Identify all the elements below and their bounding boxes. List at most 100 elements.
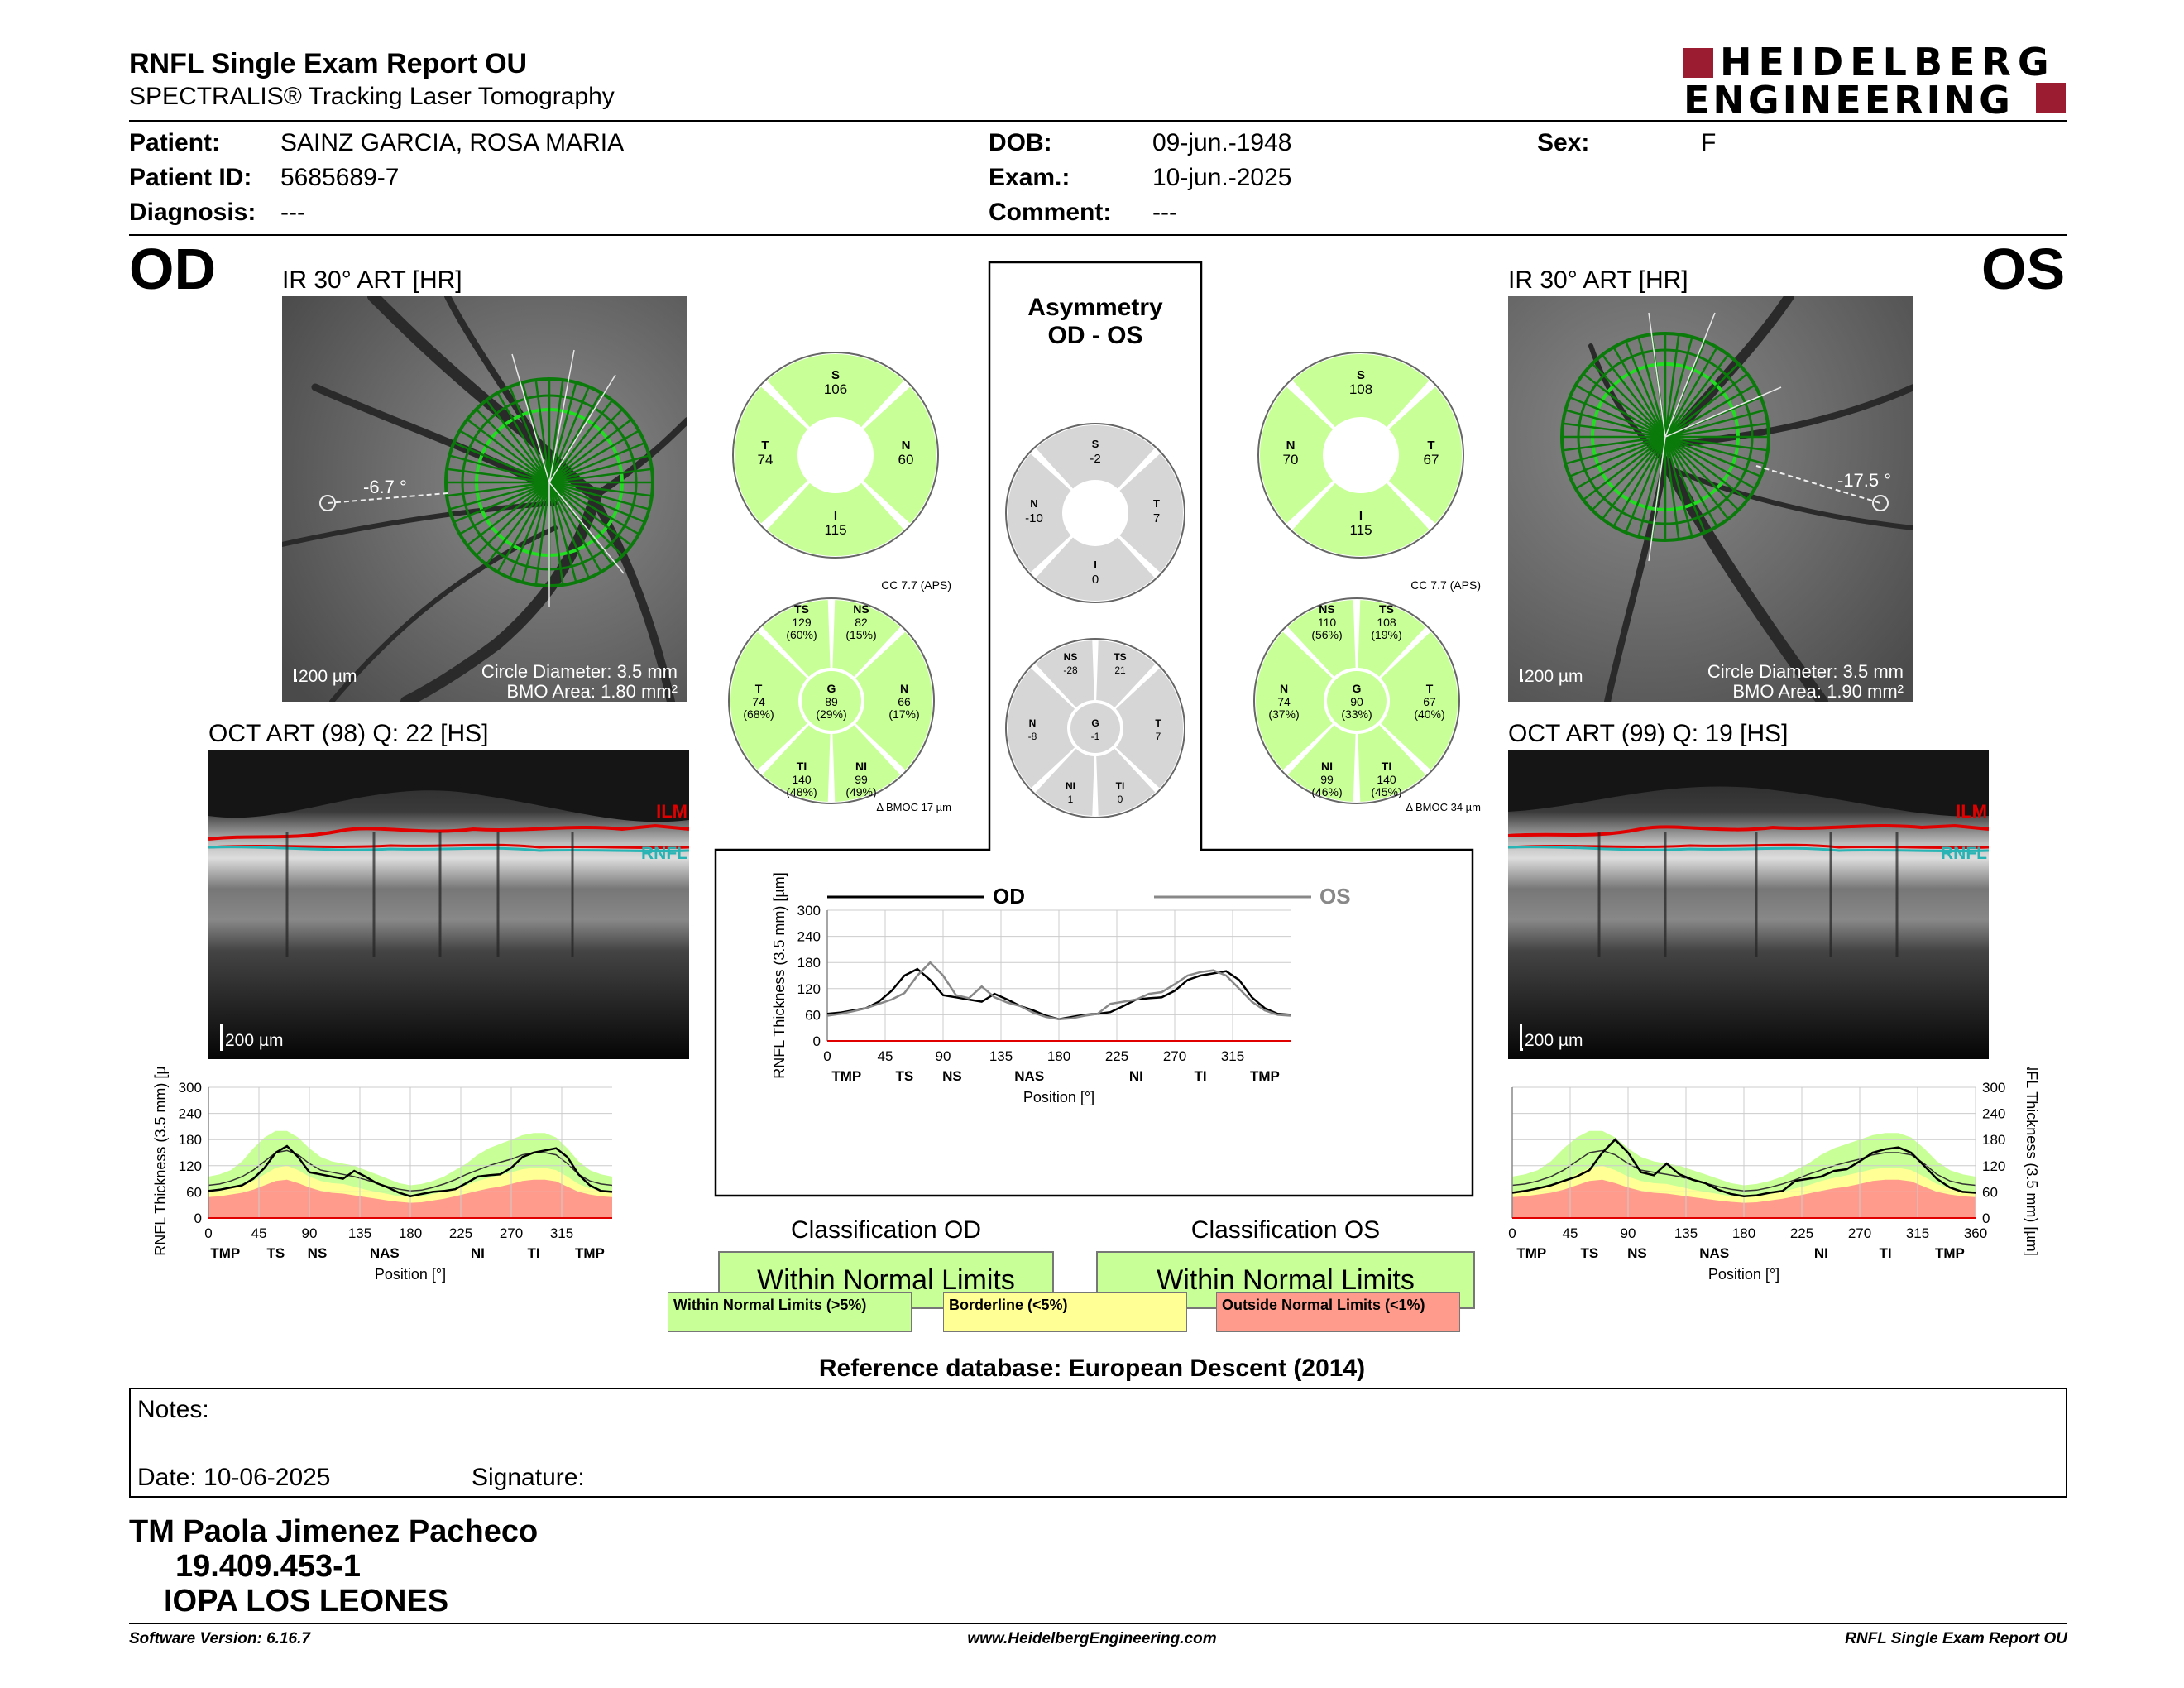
os-sector-value-ts: (19%): [1371, 628, 1401, 641]
asym-sector-sector: [1115, 668, 1183, 789]
os-sector-label-n: N: [1280, 682, 1288, 695]
od-circle-diameter: Circle Diameter: 3.5 mm: [481, 661, 678, 682]
y-axis-title: RNFL Thickness (3.5 mm) [µm]: [152, 1067, 169, 1256]
x-tick-label: 225: [1105, 1048, 1128, 1064]
os-oct-scalebar: 200 µm: [1520, 1024, 1583, 1051]
y-tick-label: 0: [194, 1211, 202, 1226]
y-tick-label: 0: [1982, 1211, 1990, 1226]
od-oct-scalebar: 200 µm: [220, 1024, 283, 1051]
od-quad-quadrant: [863, 386, 936, 524]
asym-sector-value-t: 7: [1156, 731, 1161, 742]
od-ilm-label: ILM: [656, 801, 687, 822]
reference-database: Reference database: European Descent (20…: [818, 1355, 1366, 1382]
sector-label: TS: [266, 1245, 285, 1261]
x-tick-label: 90: [302, 1225, 318, 1241]
sector-label: TS: [1580, 1245, 1598, 1261]
x-tick-label: 45: [1563, 1225, 1578, 1241]
sector-label: NS: [1627, 1245, 1647, 1261]
od-sector-value-ti: (48%): [786, 785, 817, 798]
asym-sector-label-ns: NS: [1064, 651, 1078, 663]
patient-label: Patient:: [129, 129, 221, 156]
asymmetry-quadrant-disk: S -2 N-10 T7 I 0: [1005, 423, 1185, 603]
os-bmoc-label: Δ BMOC 34 µm: [1406, 801, 1481, 813]
x-tick-label: 270: [500, 1225, 523, 1241]
footer-url[interactable]: www.HeidelbergEngineering.com: [967, 1630, 1217, 1647]
exam-value: 10-jun.-2025: [1152, 164, 1292, 191]
date-label: Date: 10-06-2025: [137, 1464, 331, 1491]
heidelberg-logo: HEIDELBERG ENGINEERING: [1684, 41, 2067, 121]
os-quad-label-n: N: [1286, 439, 1296, 453]
od-quad-label-n: N: [902, 439, 911, 453]
asymmetry-frame: [714, 261, 1474, 1197]
y-tick-label: 300: [1982, 1080, 2005, 1096]
legend-within-normal: Within Normal Limits (>5%): [668, 1292, 912, 1332]
asym-quad-label-n: N: [1030, 497, 1037, 510]
asym-sector-label-t: T: [1155, 717, 1161, 729]
asym-sector-value-ti: 0: [1118, 794, 1123, 805]
od-sector-label-n: N: [900, 682, 908, 695]
os-sector-value-g: (33%): [1341, 707, 1372, 721]
y-tick-label: 240: [179, 1106, 202, 1122]
os-ilm-label: ILM: [1956, 801, 1987, 822]
od-quad-quadrant: [767, 482, 904, 556]
x-axis-title: Position [°]: [1708, 1266, 1779, 1283]
os-sector-value-ni: 99: [1320, 773, 1334, 786]
sector-label: NAS: [1699, 1245, 1729, 1261]
patient-id-label: Patient ID:: [129, 164, 252, 191]
legend-os-label: OS: [1320, 884, 1351, 909]
sector-label: TMP: [575, 1245, 605, 1261]
x-tick-label: 180: [1047, 1048, 1070, 1064]
os-sector-value-ns: 110: [1318, 616, 1337, 629]
x-axis-title: Position [°]: [1023, 1089, 1094, 1105]
sector-label: TI: [1195, 1068, 1207, 1084]
asym-quad-quadrant: [1036, 425, 1155, 489]
od-quad-value-i: 115: [824, 522, 846, 538]
x-axis-title: Position [°]: [375, 1266, 446, 1283]
sector-label: TI: [528, 1245, 540, 1261]
y-tick-label: 180: [1982, 1132, 2005, 1148]
x-tick-label: 270: [1163, 1048, 1186, 1064]
sector-label: NI: [1814, 1245, 1828, 1261]
od-os-comparison-chart: 0 60 120 180 240 300 0 45 90 135 180 225 270 315 TMP TS…: [771, 872, 1351, 1105]
os-quad-value-t: 67: [1424, 452, 1439, 468]
od-sector-value-t: 74: [752, 695, 765, 708]
sector-label: TS: [895, 1068, 913, 1084]
asym-sector-center: [1070, 703, 1120, 753]
y-tick-label: 180: [797, 955, 821, 971]
os-quad-quadrant: [1260, 386, 1334, 524]
od-sector-sector: [762, 600, 831, 677]
diagnosis-label: Diagnosis:: [129, 199, 256, 226]
patient-id: 5685689-7: [280, 164, 400, 191]
os-cc-label: CC 7.7 (APS): [1410, 578, 1481, 592]
od-sector-sector: [730, 631, 807, 770]
legend-borderline: Borderline (<5%): [943, 1292, 1187, 1332]
od-eye-label: OD: [129, 237, 216, 301]
od-sector-sector: [762, 725, 831, 802]
x-tick-label: 45: [251, 1225, 267, 1241]
os-ir-label: IR 30° ART [HR]: [1508, 266, 1688, 294]
os-sector-value-ts: 108: [1377, 616, 1396, 629]
os-sector-value-ns: (56%): [1311, 628, 1342, 641]
asym-quad-value-s: -2: [1090, 452, 1100, 466]
os-quad-label-t: T: [1427, 439, 1434, 453]
os-fundus-image: -17.5 ° 200 µm Circle Diameter: 3.5 mm B…: [1508, 296, 1913, 702]
od-sector-label-t: T: [755, 682, 763, 695]
od-sector-sector: [832, 600, 901, 677]
asym-quad-value-i: 0: [1092, 573, 1099, 587]
od-quad-label-t: T: [761, 439, 769, 453]
x-tick-label: 135: [989, 1048, 1013, 1064]
od-sector-value-ti: 140: [792, 773, 812, 786]
od-sector-value-ns: 82: [855, 616, 868, 629]
od-quad-quadrant: [767, 354, 904, 428]
os-quad-quadrant: [1292, 354, 1430, 428]
od-ir-label: IR 30° ART [HR]: [282, 266, 462, 294]
notes-box[interactable]: Notes: Date: 10-06-2025 Signature:: [129, 1388, 2067, 1498]
od-sector-value-ts: (60%): [786, 628, 817, 641]
y-tick-label: 0: [813, 1033, 821, 1049]
signoff-id: 19.409.453-1: [175, 1549, 361, 1584]
sector-label: NS: [308, 1245, 328, 1261]
os-sector-label-g: G: [1353, 682, 1362, 695]
dob-value: 09-jun.-1948: [1152, 129, 1292, 156]
y-axis-title: RNFL Thickness (3.5 mm) [µm]: [771, 872, 788, 1078]
